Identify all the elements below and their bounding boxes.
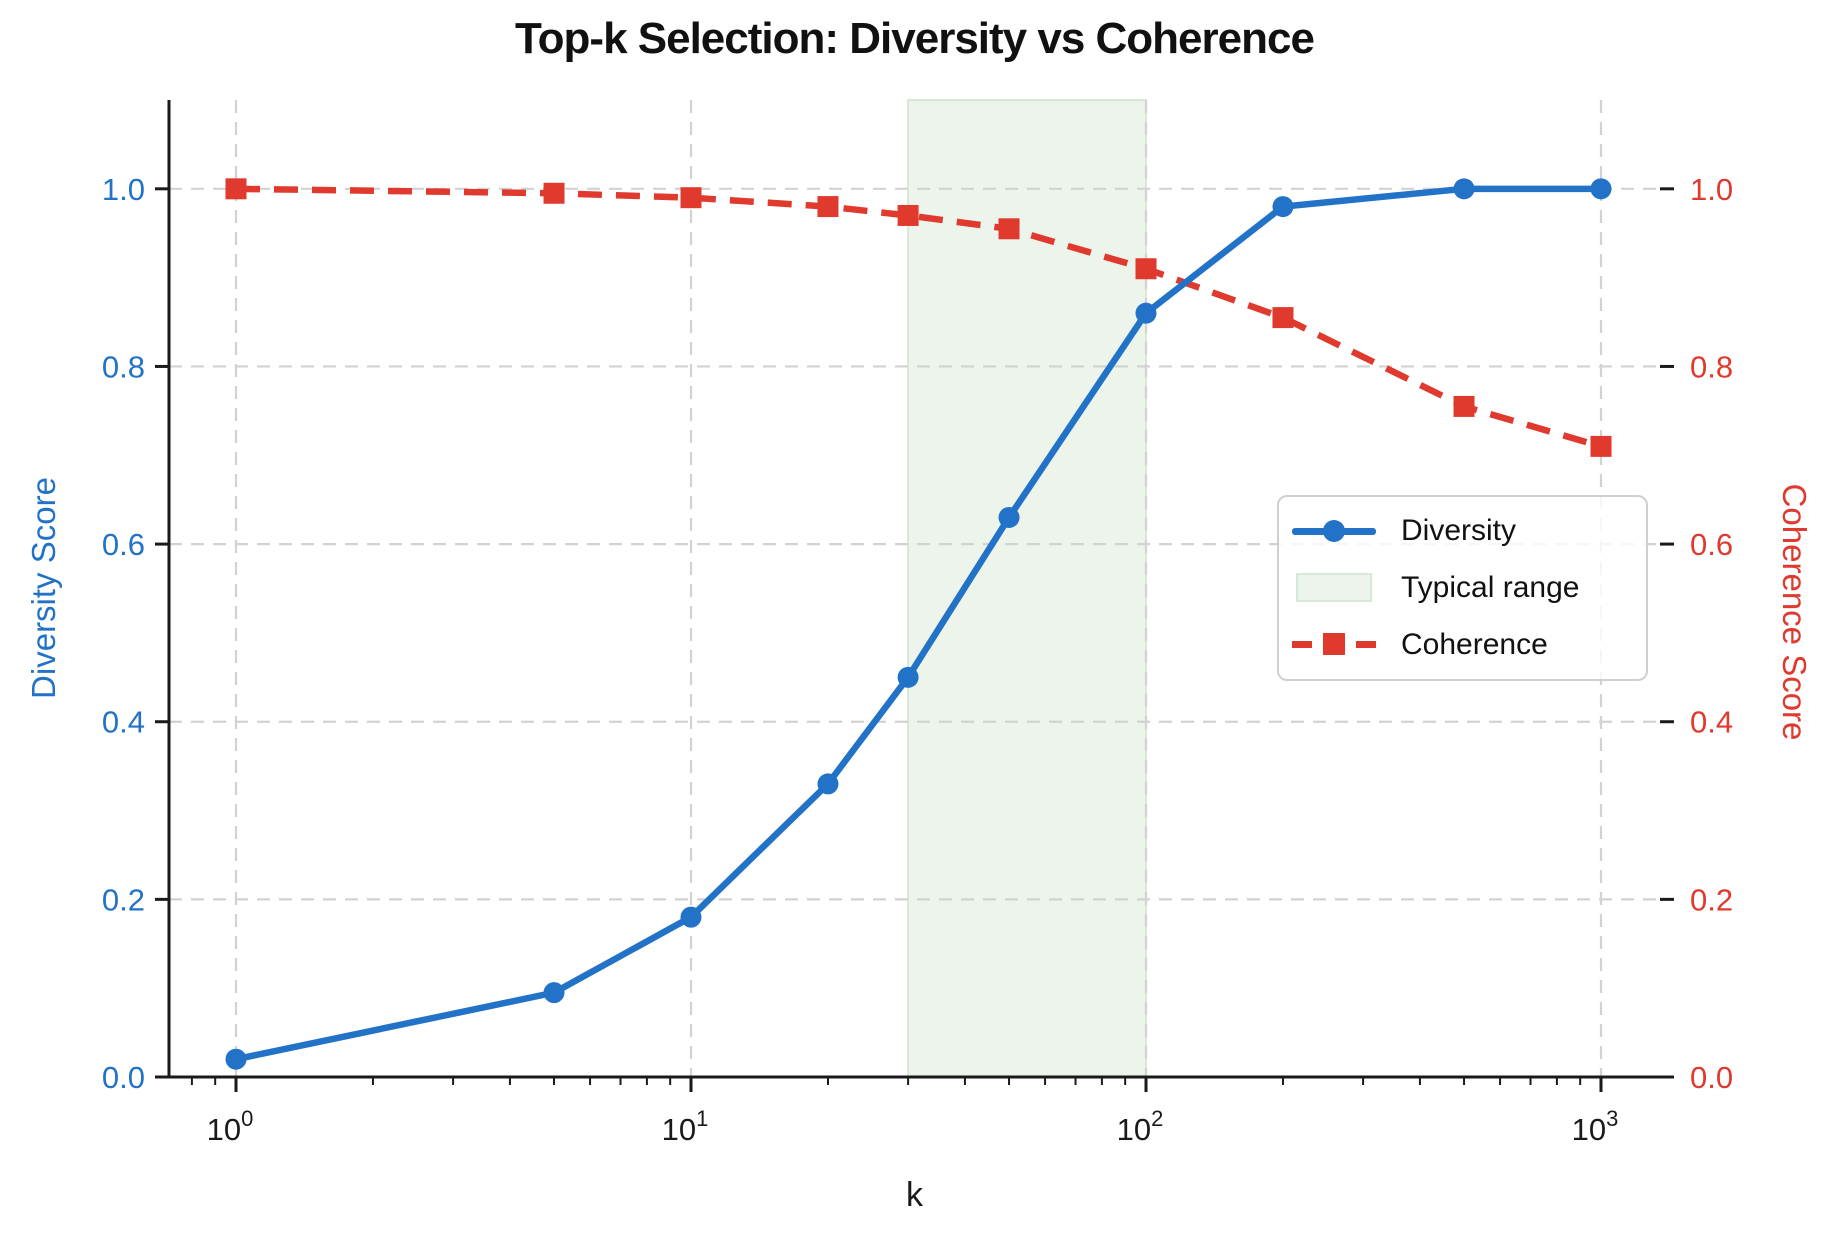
y-left-tick-label: 0.8 [102, 349, 145, 384]
legend-item-diversity: Diversity [1291, 504, 1634, 558]
legend-item-typical-range: Typical range [1291, 561, 1634, 615]
y-right-tick-label: 0.6 [1690, 527, 1733, 562]
coherence-point-k1000 [1590, 435, 1612, 457]
diversity-series [225, 178, 1612, 1070]
y-left-tick-label: 1.0 [102, 172, 145, 207]
coherence-point-k200 [1272, 307, 1294, 329]
x-tick-label: 100 [207, 1106, 254, 1147]
diversity-point-k1000 [1590, 178, 1612, 200]
coherence-point-k100 [1135, 258, 1157, 280]
typical-range-swatch [1291, 573, 1377, 603]
y-right-tick-label: 1.0 [1690, 172, 1733, 207]
legend-label: Typical range [1401, 570, 1580, 604]
diversity-point-k20 [817, 773, 839, 795]
y-left-tick-label: 0.2 [102, 882, 145, 917]
diversity-line-swatch [1291, 519, 1377, 542]
y-left-tick-label: 0.4 [102, 705, 145, 740]
axis-ticks [155, 187, 1674, 1092]
diversity-point-k30 [897, 666, 919, 688]
y-right-tick-label: 0.8 [1690, 349, 1733, 384]
axes-spines [167, 100, 1660, 1079]
coherence-series [225, 178, 1612, 457]
y-left-tick-label: 0.0 [102, 1060, 145, 1095]
coherence-point-k50 [998, 218, 1020, 240]
diversity-point-k10 [680, 906, 702, 928]
x-tick-label: 101 [662, 1106, 709, 1147]
x-axis-label: k [906, 1176, 923, 1214]
y-right-tick-label: 0.2 [1690, 882, 1733, 917]
coherence-point-k1 [225, 178, 247, 200]
legend-label: Coherence [1401, 627, 1548, 661]
diversity-point-k500 [1453, 178, 1475, 200]
diversity-point-k100 [1135, 302, 1157, 324]
diversity-point-k5 [543, 982, 565, 1004]
coherence-point-k10 [680, 187, 702, 209]
coherence-line-swatch [1291, 633, 1377, 656]
y-axis-label-left: Diversity Score [25, 477, 62, 699]
diversity-point-k50 [998, 506, 1020, 528]
diversity-point-k200 [1272, 196, 1294, 218]
coherence-point-k500 [1453, 395, 1475, 417]
coherence-point-k20 [817, 196, 839, 218]
coherence-point-k30 [897, 204, 919, 226]
typical-range-band [907, 99, 1147, 1078]
coherence-point-k5 [543, 182, 565, 204]
legend-label: Diversity [1401, 514, 1517, 548]
x-tick-label: 103 [1572, 1106, 1619, 1147]
y-left-tick-label: 0.6 [102, 527, 145, 562]
legend: Diversity Typical range Coherence [1277, 495, 1648, 681]
chart-title: Top-k Selection: Diversity vs Coherence [515, 14, 1315, 63]
y-right-tick-label: 0.4 [1690, 705, 1733, 740]
diversity-point-k1 [225, 1048, 247, 1070]
x-tick-label: 102 [1117, 1106, 1164, 1147]
y-axis-label-right: Coherence Score [1776, 483, 1813, 741]
y-right-tick-label: 0.0 [1690, 1060, 1733, 1095]
legend-item-coherence: Coherence [1291, 618, 1634, 672]
